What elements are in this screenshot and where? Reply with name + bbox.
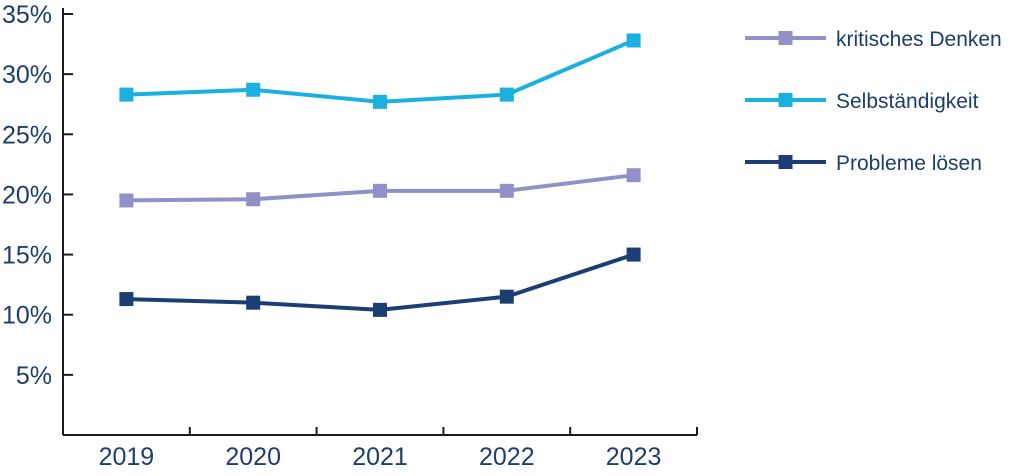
legend-marker [778, 93, 793, 107]
data-point-marker [499, 183, 514, 198]
legend-label: Probleme lösen [836, 152, 982, 175]
series-1 [119, 33, 641, 109]
data-point-marker [246, 295, 261, 310]
legend-marker [778, 31, 793, 45]
data-point-marker [626, 247, 641, 262]
x-axis-tick-label: 2021 [352, 443, 408, 471]
data-point-marker [499, 289, 514, 304]
legend-label: kritisches Denken [836, 28, 1002, 51]
chart-axes [62, 8, 698, 436]
data-point-marker [499, 87, 514, 102]
y-axis-tick-label: 35% [2, 1, 52, 29]
data-point-marker [119, 292, 134, 307]
x-axis-tick-label: 2022 [479, 443, 535, 471]
y-axis-tick-label: 25% [2, 121, 52, 149]
series-line [126, 38, 635, 104]
data-point-marker [119, 87, 134, 102]
series-layer [119, 33, 641, 317]
legend: kritisches Denken Selbständigkeit Probleme… [745, 28, 1002, 175]
data-point-marker [373, 94, 387, 109]
data-point-marker [246, 82, 261, 97]
legend-item: Probleme lösen [745, 152, 982, 175]
data-point-marker [119, 193, 134, 208]
series-line [126, 252, 635, 312]
data-point-marker [373, 302, 387, 317]
data-point-marker [626, 168, 641, 183]
x-axis-tick-label: 2020 [225, 443, 281, 471]
legend-item: Selbständigkeit [745, 90, 979, 113]
series-2 [119, 247, 641, 317]
data-point-marker [626, 33, 641, 48]
series-0 [119, 168, 641, 208]
y-axis-tick-labels: 5% 10% 15% 20% 25% 30% 35% [2, 1, 52, 390]
y-axis-tick-label: 15% [2, 242, 52, 270]
data-point-marker [373, 183, 387, 198]
legend-label: Selbständigkeit [836, 90, 979, 113]
legend-marker [778, 155, 793, 169]
data-point-marker [246, 192, 261, 207]
x-axis-tick-label: 2023 [606, 443, 662, 471]
y-axis-tick-label: 30% [2, 61, 52, 89]
x-axis-tick-labels: 2019 2020 2021 2022 2023 [99, 443, 662, 471]
x-axis-tick-label: 2019 [99, 443, 155, 471]
y-axis-tick-label: 5% [16, 362, 52, 390]
legend-item: kritisches Denken [745, 28, 1002, 51]
y-axis-tick-label: 10% [2, 302, 52, 330]
y-axis-tick-label: 20% [2, 181, 52, 209]
